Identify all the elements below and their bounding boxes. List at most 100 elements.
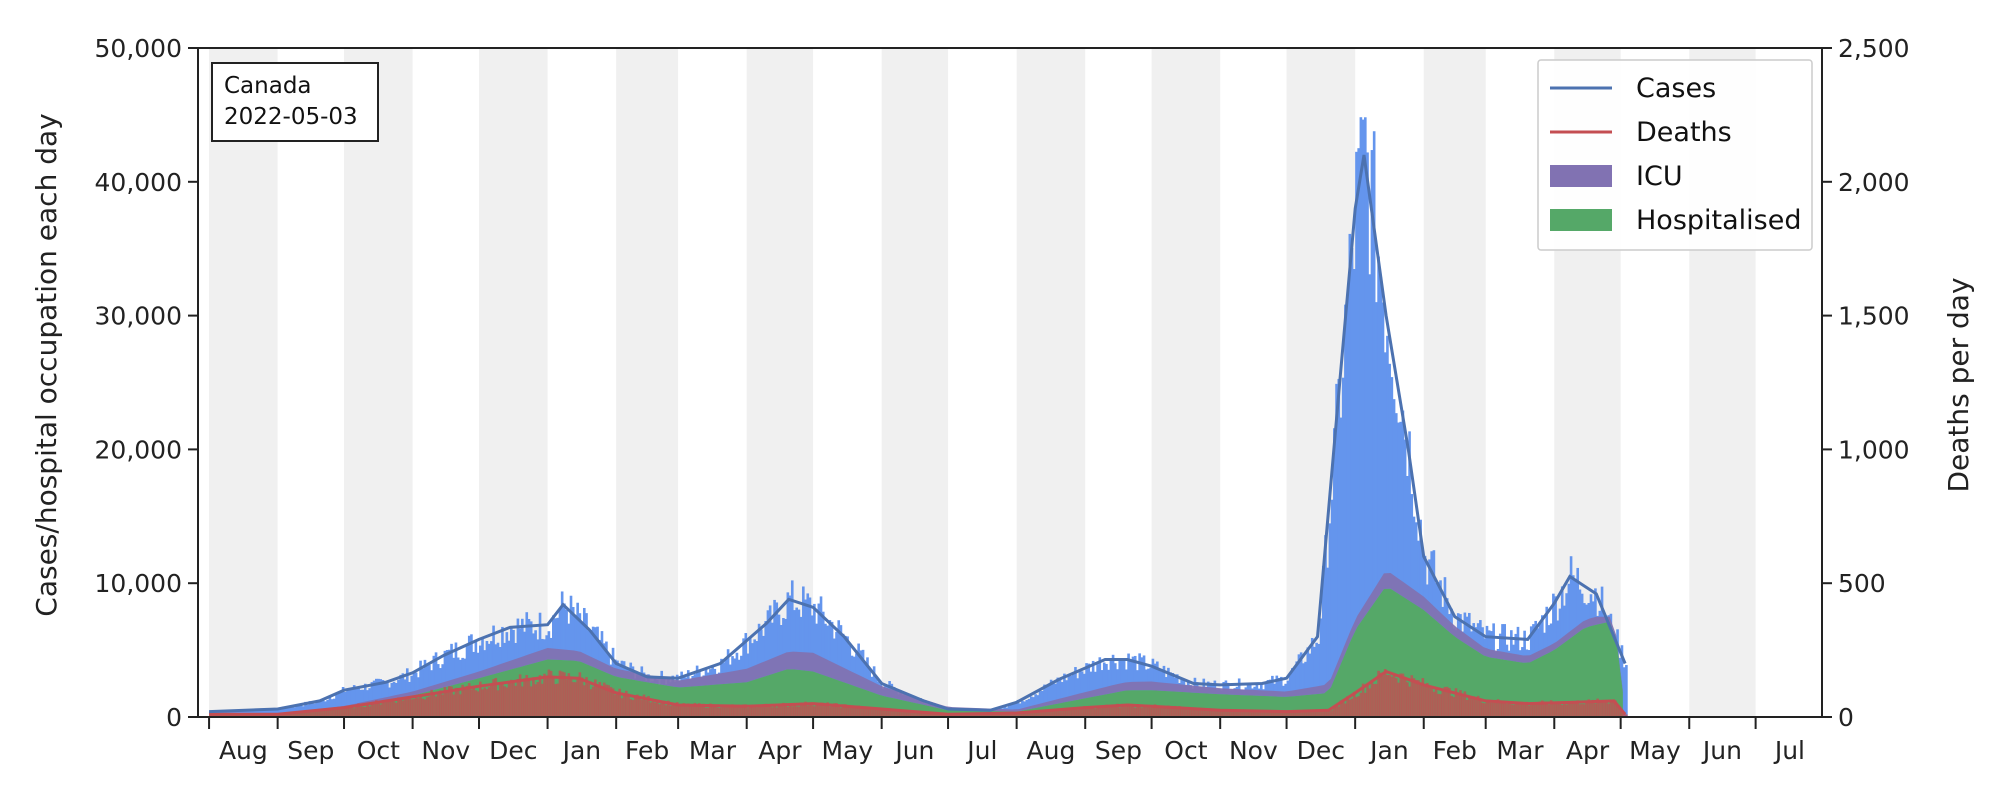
death-bar bbox=[863, 708, 867, 717]
death-bar bbox=[919, 712, 922, 717]
death-bar bbox=[622, 694, 626, 717]
death-bar bbox=[709, 703, 712, 717]
death-bar bbox=[299, 711, 303, 717]
death-bar bbox=[1264, 711, 1268, 717]
death-bar bbox=[456, 687, 460, 717]
case-bar bbox=[1350, 248, 1354, 718]
death-bar bbox=[1306, 711, 1310, 717]
death-bar bbox=[1607, 703, 1610, 717]
y-tick-label-right: 2,000 bbox=[1838, 168, 1910, 197]
death-bar bbox=[279, 714, 283, 717]
case-bar bbox=[1324, 535, 1327, 717]
death-bar bbox=[1060, 709, 1064, 717]
death-bar bbox=[1290, 711, 1294, 717]
death-bar bbox=[1350, 698, 1354, 717]
death-bar bbox=[1432, 691, 1436, 717]
case-bar bbox=[1056, 677, 1060, 717]
death-bar bbox=[552, 678, 555, 717]
death-bar bbox=[554, 684, 557, 717]
death-bar bbox=[1487, 701, 1491, 717]
y-tick-label-left: 50,000 bbox=[95, 34, 182, 63]
death-bar bbox=[841, 704, 845, 717]
death-bar bbox=[797, 706, 801, 717]
death-bar bbox=[485, 689, 489, 717]
death-bar bbox=[892, 708, 896, 717]
death-bar bbox=[1105, 704, 1108, 717]
death-bar bbox=[1074, 708, 1077, 717]
x-tick-label: Jan bbox=[1368, 736, 1409, 765]
y-axis-label-left: Cases/hospital occupation each day bbox=[30, 113, 63, 616]
case-bar bbox=[1381, 302, 1385, 717]
death-bar bbox=[534, 684, 537, 717]
death-bar bbox=[290, 712, 294, 717]
case-bar bbox=[1313, 646, 1316, 717]
death-bar bbox=[434, 696, 438, 717]
month-band bbox=[344, 48, 413, 717]
death-bar bbox=[392, 701, 396, 717]
death-bar bbox=[930, 713, 933, 717]
case-bar bbox=[372, 680, 376, 717]
death-bar bbox=[1463, 691, 1467, 717]
hospital-areas bbox=[209, 572, 1628, 717]
death-bar bbox=[332, 709, 336, 717]
case-bar bbox=[259, 708, 263, 717]
death-bar bbox=[1337, 706, 1341, 717]
death-bar bbox=[1058, 711, 1062, 717]
death-bar bbox=[529, 686, 533, 717]
death-bar bbox=[594, 679, 597, 717]
death-bar bbox=[994, 713, 998, 717]
death-bar bbox=[817, 705, 821, 717]
death-bar bbox=[1162, 706, 1166, 717]
death-bar bbox=[1541, 700, 1544, 717]
death-bar bbox=[306, 712, 310, 717]
death-bar bbox=[1587, 699, 1591, 717]
death-bar bbox=[1043, 710, 1046, 717]
case-bar bbox=[350, 689, 354, 717]
death-bar bbox=[1133, 707, 1137, 717]
death-bar bbox=[1421, 678, 1425, 717]
case-bar bbox=[308, 701, 312, 717]
death-bar bbox=[835, 703, 838, 717]
death-bar bbox=[821, 702, 825, 717]
case-bar bbox=[1098, 657, 1102, 717]
death-bar bbox=[1142, 705, 1146, 717]
death-bar bbox=[925, 712, 929, 717]
case-bar bbox=[1364, 117, 1367, 717]
death-bar bbox=[859, 706, 863, 717]
death-bar bbox=[565, 679, 568, 717]
legend-label: Hospitalised bbox=[1636, 205, 1801, 236]
death-bar bbox=[1534, 703, 1537, 717]
death-bar bbox=[1107, 707, 1110, 717]
death-bar bbox=[1330, 710, 1334, 717]
death-bar bbox=[917, 712, 920, 717]
y-tick-label-left: 10,000 bbox=[95, 569, 182, 598]
death-bar bbox=[1018, 712, 1022, 717]
death-bar bbox=[1240, 710, 1243, 717]
case-bar bbox=[1355, 151, 1358, 717]
death-bar bbox=[1308, 709, 1312, 717]
case-bar bbox=[1306, 647, 1310, 717]
death-bar bbox=[459, 694, 462, 717]
annotation-country: Canada bbox=[224, 73, 312, 99]
death-bar bbox=[1080, 706, 1084, 717]
death-bar bbox=[1410, 675, 1414, 717]
death-bar bbox=[1417, 680, 1420, 717]
death-bar bbox=[1348, 699, 1352, 717]
death-bar bbox=[259, 714, 263, 717]
case-bar bbox=[337, 691, 341, 717]
death-bar bbox=[1295, 712, 1299, 717]
month-band bbox=[1016, 48, 1086, 717]
death-bar bbox=[1310, 709, 1314, 717]
death-bar bbox=[976, 714, 980, 717]
death-bar bbox=[1299, 712, 1303, 717]
case-bar bbox=[335, 694, 338, 717]
death-bar bbox=[1010, 713, 1013, 717]
death-bar bbox=[1394, 678, 1398, 717]
case-bar bbox=[1370, 150, 1374, 717]
death-bar bbox=[1616, 705, 1619, 717]
death-bar bbox=[1102, 706, 1106, 717]
death-bar bbox=[928, 712, 931, 717]
case-bar bbox=[1330, 499, 1334, 717]
death-bar bbox=[855, 707, 858, 717]
x-tick-label: Aug bbox=[1027, 736, 1076, 765]
